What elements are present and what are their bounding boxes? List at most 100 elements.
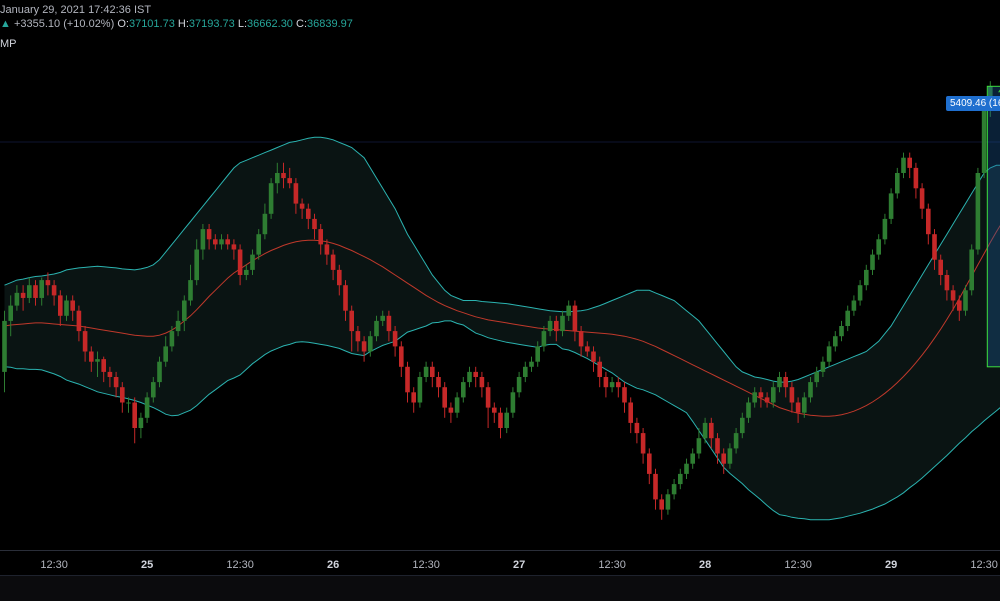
legend-ohlc-row: ▲ +3355.10 (+10.02%) O:37101.73 H:37193.… xyxy=(0,18,353,32)
candle-down xyxy=(132,397,137,443)
candle-down xyxy=(653,469,658,510)
candle-body xyxy=(498,413,503,428)
candle-body xyxy=(579,331,584,346)
candle-body xyxy=(610,382,615,387)
change-up-icon: ▲ xyxy=(0,18,11,30)
candle-body xyxy=(783,377,788,387)
candle-body xyxy=(368,336,373,351)
candle-body xyxy=(145,397,150,417)
candle-down xyxy=(436,372,441,398)
candle-body xyxy=(157,362,162,382)
candle-body xyxy=(604,377,609,387)
candle-body xyxy=(405,367,410,393)
candle-body xyxy=(938,260,943,275)
candle-body xyxy=(703,423,708,438)
candle-up xyxy=(870,250,875,276)
candle-body xyxy=(163,346,168,361)
price-chart[interactable] xyxy=(0,0,1000,550)
candle-body xyxy=(312,219,317,229)
candle-body xyxy=(108,372,113,377)
candle-body xyxy=(250,255,255,270)
candle-up xyxy=(969,244,974,295)
candle-down xyxy=(442,382,447,418)
candle-up xyxy=(845,306,850,332)
candle-body xyxy=(114,377,119,387)
candle-body xyxy=(926,209,931,235)
candle-body xyxy=(858,285,863,300)
candle-body xyxy=(194,250,199,281)
candle-body xyxy=(976,173,981,250)
candle-body xyxy=(120,387,125,402)
candle-down xyxy=(486,382,491,428)
candle-up xyxy=(684,459,689,479)
candle-body xyxy=(870,255,875,270)
candle-body xyxy=(2,321,7,372)
candle-body xyxy=(21,293,26,298)
candle-body xyxy=(380,316,385,321)
candle-body xyxy=(566,306,571,316)
candle-body xyxy=(852,301,857,311)
candle-body xyxy=(951,290,956,300)
candle-body xyxy=(883,219,888,239)
indicator-label[interactable]: MP xyxy=(0,38,17,50)
candle-body xyxy=(839,326,844,336)
candle-body xyxy=(430,367,435,377)
candle-up xyxy=(2,311,7,393)
candle-body xyxy=(95,359,100,362)
candle-body xyxy=(920,188,925,208)
candle-body xyxy=(337,270,342,285)
candle-body xyxy=(845,311,850,326)
candle-body xyxy=(188,280,193,300)
candle-body xyxy=(411,392,416,402)
candle-up xyxy=(901,153,906,179)
price-range-measure[interactable] xyxy=(987,86,1000,367)
candle-body xyxy=(449,408,454,413)
candle-body xyxy=(628,403,633,423)
measure-label: 5409.46 (16.1 xyxy=(946,96,1000,111)
candle-body xyxy=(777,377,782,387)
candle-down xyxy=(907,153,912,179)
candle-body xyxy=(343,285,348,311)
candle-body xyxy=(418,377,423,403)
legend-datetime: January 29, 2021 17:42:36 IST xyxy=(0,4,151,16)
candle-body xyxy=(901,158,906,173)
candle-up xyxy=(523,362,528,382)
candle-up xyxy=(672,479,677,499)
legend-low-label: L: xyxy=(238,18,247,30)
candle-body xyxy=(759,392,764,397)
candle-body xyxy=(573,306,578,332)
candle-up xyxy=(418,372,423,408)
candle-body xyxy=(790,387,795,402)
candle-up xyxy=(467,367,472,387)
candle-body xyxy=(8,306,13,321)
candle-body xyxy=(672,484,677,494)
candle-body xyxy=(721,454,726,464)
candle-body xyxy=(269,183,274,214)
candle-body xyxy=(176,321,181,331)
candle-up xyxy=(610,377,615,392)
candle-body xyxy=(101,359,106,372)
candle-body xyxy=(70,301,75,311)
candle-body xyxy=(585,346,590,351)
candle-body xyxy=(752,392,757,402)
time-axis-tick: 26 xyxy=(327,559,339,571)
candle-body xyxy=(746,403,751,418)
candle-body xyxy=(486,387,491,407)
time-axis-tick: 27 xyxy=(513,559,525,571)
candle-down xyxy=(926,204,931,245)
legend-high-label: H: xyxy=(178,18,189,30)
candle-body xyxy=(678,474,683,484)
candle-body xyxy=(139,418,144,428)
candle-body xyxy=(715,438,720,453)
candle-down xyxy=(430,362,435,388)
time-axis-tick: 28 xyxy=(699,559,711,571)
candle-body xyxy=(864,270,869,285)
candle-down xyxy=(920,183,925,219)
candle-body xyxy=(492,408,497,413)
candle-body xyxy=(362,341,367,351)
candle-body xyxy=(325,244,330,254)
candle-body xyxy=(442,387,447,407)
candle-up xyxy=(833,331,838,351)
candle-up xyxy=(864,265,869,291)
candle-body xyxy=(771,387,776,402)
